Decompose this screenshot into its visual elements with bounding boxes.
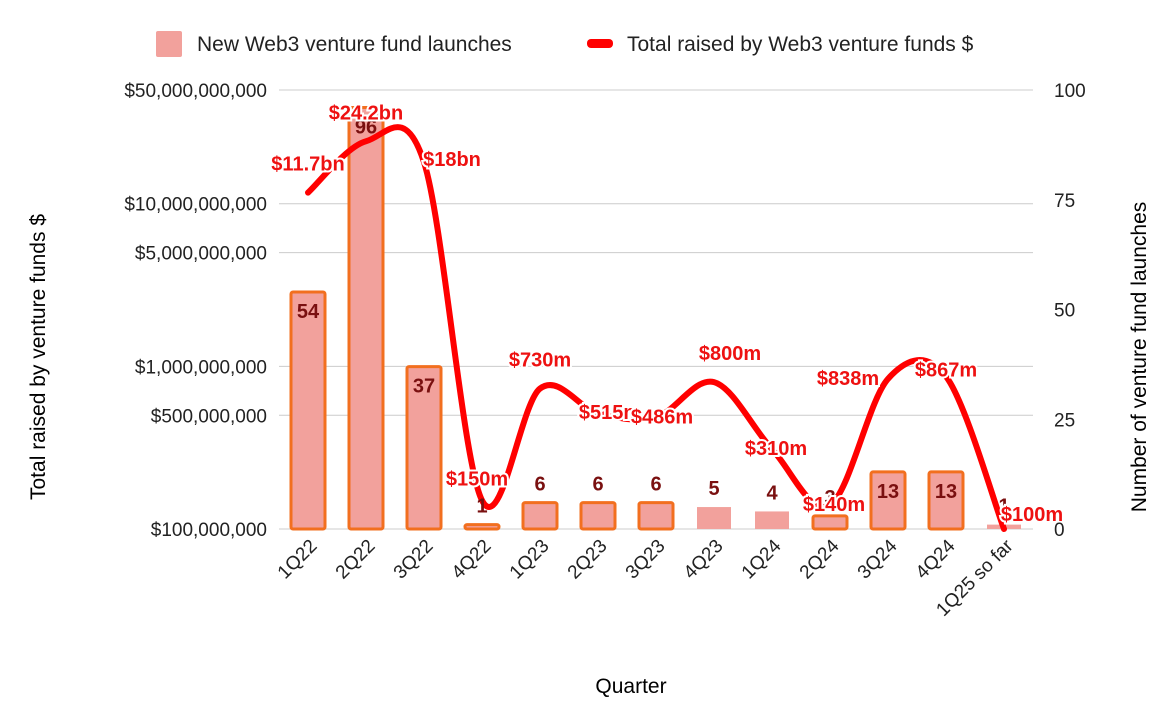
bar-series	[289, 106, 1021, 531]
line-series	[305, 124, 1007, 532]
x-tick-label: 4Q23	[680, 536, 728, 584]
bar-value-label: 3	[824, 487, 835, 509]
left-tick-label: $500,000,000	[151, 406, 267, 427]
x-tick-label: 3Q22	[390, 536, 438, 584]
legend-bar-swatch	[156, 31, 182, 57]
right-axis-ticks: 100 75 50 25 0	[1054, 81, 1086, 541]
legend: New Web3 venture fund launches Total rai…	[156, 31, 974, 57]
left-tick-label: $100,000,000	[151, 520, 267, 541]
x-tick-label: 1Q24	[738, 535, 786, 583]
bar	[697, 507, 731, 529]
line-value-label: $18bn	[423, 149, 481, 171]
x-tick-label: 1Q22	[274, 536, 322, 584]
line-value-label: $11.7bn	[271, 154, 344, 176]
legend-bar-label: New Web3 venture fund launches	[197, 33, 512, 56]
line-value-label: $140m	[803, 494, 865, 516]
left-axis-ticks: $50,000,000,000 $10,000,000,000 $5,000,000…	[124, 81, 267, 541]
right-tick-label: 25	[1054, 410, 1075, 431]
bar-value-label: 37	[413, 376, 435, 398]
right-tick-label: 75	[1054, 191, 1075, 212]
right-axis-title: Number of venture fund launches	[1128, 202, 1151, 513]
line-value-label: $100m	[1001, 504, 1063, 526]
bar	[637, 501, 675, 531]
line-value-label: $838m	[817, 368, 879, 390]
left-tick-label: $10,000,000,000	[124, 195, 267, 216]
line-path	[305, 124, 1007, 532]
bar-value-label: 1	[476, 496, 487, 518]
bar	[289, 290, 327, 531]
x-tick-label: 2Q24	[796, 535, 844, 583]
bar-value-label: 1	[998, 496, 1009, 518]
line-value-label: $800m	[699, 343, 761, 365]
x-tick-label: 2Q23	[564, 536, 612, 584]
legend-line-swatch	[587, 39, 613, 48]
bar-value-label: 5	[708, 478, 719, 500]
x-axis-ticks: 1Q22 2Q22 3Q22 4Q22 1Q23 2Q23 3Q23 4Q23 1Q24 2Q24…	[274, 535, 1018, 621]
left-tick-label: $1,000,000,000	[135, 357, 267, 378]
line-value-label: $24.2bn	[329, 102, 403, 124]
bar	[521, 501, 559, 531]
right-tick-label: 100	[1054, 81, 1086, 102]
right-tick-label: 0	[1054, 520, 1065, 541]
bar	[405, 365, 443, 531]
bar	[579, 501, 617, 531]
bar	[347, 106, 385, 531]
line-value-label: $310m	[745, 438, 807, 460]
bar-value-label: 96	[355, 117, 377, 139]
bar	[463, 523, 501, 531]
right-tick-label: 50	[1054, 301, 1075, 322]
x-tick-label: 1Q23	[506, 536, 554, 584]
bar	[755, 511, 789, 529]
left-tick-label: $5,000,000,000	[135, 244, 267, 265]
legend-line-label: Total raised by Web3 venture funds $	[627, 33, 974, 56]
x-tick-label: 3Q23	[622, 536, 670, 584]
x-axis-title: Quarter	[595, 675, 666, 698]
line-value-label: $730m	[509, 350, 571, 372]
bar-value-label: 6	[534, 474, 545, 496]
bar-value-label: 54	[297, 301, 320, 323]
x-tick-label: 4Q24	[912, 535, 960, 583]
line-value-label: $515m	[579, 402, 641, 424]
line-value-label: $150m	[446, 468, 508, 490]
gridlines	[279, 89, 1033, 530]
bar	[869, 470, 907, 531]
x-tick-label: 2Q22	[332, 536, 380, 584]
bar	[811, 514, 849, 531]
x-tick-label: 3Q24	[854, 535, 902, 583]
x-tick-label: 4Q22	[448, 536, 496, 584]
bar-value-label: 13	[877, 481, 899, 503]
line-data-labels: $11.7bn $24.2bn $18bn $150m $730m $515m$486m $…	[269, 100, 1065, 528]
left-tick-label: $50,000,000,000	[124, 81, 267, 102]
bar-value-label: 6	[650, 474, 661, 496]
bar-value-label: 6	[592, 474, 603, 496]
bar	[927, 470, 965, 531]
line-value-label: $867m	[915, 359, 977, 381]
left-axis-title: Total raised by venture funds $	[27, 214, 50, 500]
bar-value-label: 4	[766, 482, 778, 504]
line-value-label: $486m	[631, 406, 693, 428]
bar-value-label: 13	[935, 481, 957, 503]
